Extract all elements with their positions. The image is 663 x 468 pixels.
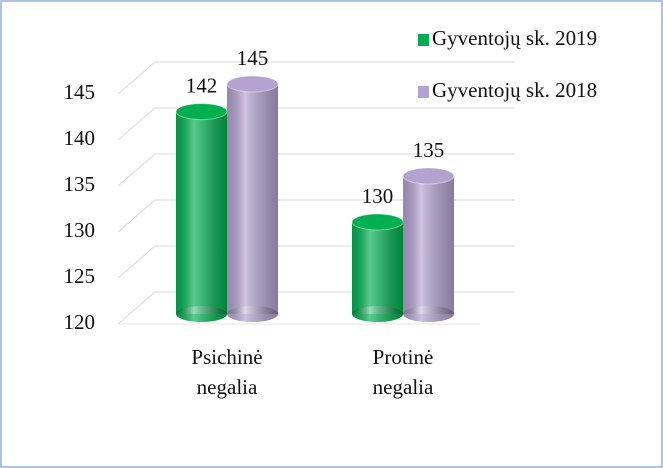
bar-top <box>351 213 404 231</box>
legend-swatch <box>418 34 429 46</box>
bar-base-shade <box>403 306 454 322</box>
data-label: 145 <box>237 46 269 70</box>
bar-shade <box>176 111 227 314</box>
y-tick-label: 145 <box>64 80 96 104</box>
bar-top <box>226 75 279 93</box>
y-tick-label: 125 <box>64 264 96 288</box>
grid-line <box>117 291 156 325</box>
data-label: 135 <box>413 138 445 162</box>
data-label: 130 <box>362 184 394 208</box>
bar-top <box>175 103 228 121</box>
y-tick-label: 130 <box>64 218 96 242</box>
legend-label: Gyventojų sk. 2018 <box>432 78 597 102</box>
grid-line <box>117 61 156 95</box>
y-tick-label: 140 <box>64 126 96 150</box>
grid-line <box>117 199 156 233</box>
bar-shade <box>352 222 403 314</box>
x-tick-label: Psichinė negalia <box>191 345 263 399</box>
legend-swatch <box>418 86 429 98</box>
legend-label: Gyventojų sk. 2019 <box>432 26 597 50</box>
grid-line <box>117 245 156 279</box>
y-tick-label: 120 <box>64 310 96 334</box>
bar-base-shade <box>352 306 403 322</box>
data-label: 142 <box>186 73 218 97</box>
bar-shade <box>227 84 278 314</box>
x-tick-label: Protinė negalia <box>372 345 434 399</box>
bar-shade <box>403 176 454 314</box>
grid-line <box>117 107 156 141</box>
bar-top <box>402 167 455 185</box>
grid-line <box>117 153 156 187</box>
bar-base-shade <box>176 306 227 322</box>
y-tick-label: 135 <box>64 172 96 196</box>
bar-base-shade <box>227 306 278 322</box>
